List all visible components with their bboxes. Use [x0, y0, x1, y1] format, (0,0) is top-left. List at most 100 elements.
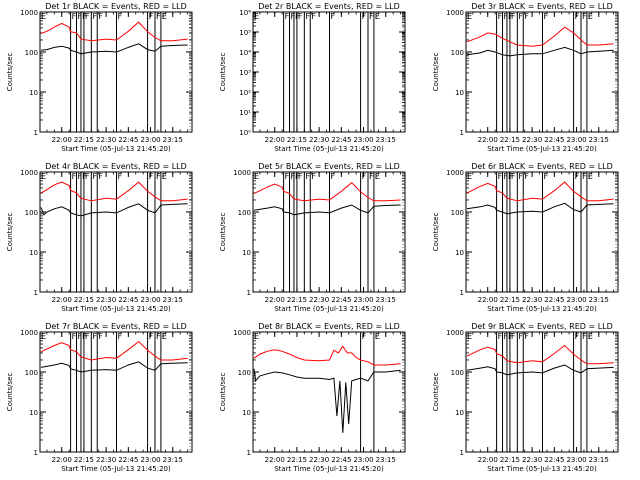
flag-marker: F [85, 12, 90, 21]
panel-title: Det 6r BLACK = Events, RED = LLD [471, 162, 613, 171]
x-tick-label: 23:15 [376, 456, 396, 464]
y-tick-label: 10⁴ [239, 49, 251, 57]
flag-marker: F [72, 172, 77, 181]
series-lld [40, 21, 188, 42]
series-events [40, 361, 188, 373]
start-marker: E [254, 332, 259, 341]
flag-marker: F [518, 12, 523, 21]
series-lld [466, 344, 614, 365]
x-tick-label: 22:30 [309, 456, 329, 464]
flag-marker: F [375, 332, 380, 341]
y-tick-label: 100 [238, 209, 251, 217]
x-tick-label: 22:30 [522, 296, 542, 304]
flag-marker: F [156, 12, 161, 21]
flag-marker: F [375, 12, 380, 21]
flag-marker: F [156, 172, 161, 181]
x-tick-label: 23:00 [566, 456, 586, 464]
x-tick-label: 22:00 [52, 456, 72, 464]
panel-det-6r: Det 6r BLACK = Events, RED = LLD 1 10 100 10… [432, 162, 619, 313]
x-axis-label: Start Time (05-Jul-13 21:45:20) [274, 145, 384, 153]
y-tick-label: 100 [451, 369, 464, 377]
x-axis-label: Start Time (05-Jul-13 21:45:20) [61, 305, 171, 313]
x-tick-label: 23:15 [589, 136, 609, 144]
flag-marker: F [330, 172, 335, 181]
flag-marker: F [498, 12, 503, 21]
flag-marker: F [98, 172, 103, 181]
y-tick-label: 1000 [233, 169, 251, 177]
y-tick-label: 10⁶ [239, 9, 251, 17]
x-tick-label: 22:15 [500, 136, 520, 144]
panel-det-9r: Det 9r BLACK = Events, RED = LLD 1 10 100 10… [432, 322, 619, 473]
x-tick-label: 23:00 [140, 136, 160, 144]
x-tick-label: 22:30 [309, 136, 329, 144]
flag-marker: F [305, 172, 310, 181]
start-marker: E [41, 332, 46, 341]
flag-marker: F [305, 12, 310, 21]
x-tick-label: 23:15 [589, 456, 609, 464]
flag-marker: F [524, 12, 529, 21]
y-axis-label: Counts/sec [432, 213, 440, 252]
y-tick-label: 1000 [446, 329, 464, 337]
panel-det-3r: Det 3r BLACK = Events, RED = LLD 1 10 100 10… [432, 2, 619, 153]
start-marker: E [41, 12, 46, 21]
series-events [253, 204, 401, 216]
flag-marker: F [82, 12, 87, 21]
panel-det-4r: Det 4r BLACK = Events, RED = LLD 1 10 100 10… [6, 162, 193, 313]
y-axis-label: Counts/sec [6, 373, 14, 412]
y-tick-label: 10⁵ [239, 29, 251, 37]
x-tick-label: 22:45 [331, 296, 351, 304]
flag-marker: F [285, 12, 290, 21]
flag-marker: F [518, 172, 523, 181]
y-tick-label: 10 [455, 409, 464, 417]
flag-marker: F [92, 172, 97, 181]
x-tick-label: 22:45 [118, 296, 138, 304]
y-tick-label: 10 [29, 89, 38, 97]
flag-marker: F [369, 12, 374, 21]
flag-marker: F [362, 172, 367, 181]
flag-marker: F [291, 172, 296, 181]
x-tick-label: 22:00 [52, 136, 72, 144]
y-tick-label: 10³ [239, 69, 251, 77]
series-lld [466, 181, 614, 202]
x-axis-label: Start Time (05-Jul-13 21:45:20) [274, 465, 384, 473]
flag-marker: F [582, 12, 587, 21]
y-tick-label: 100 [451, 209, 464, 217]
flag-marker: F [92, 332, 97, 341]
flag-marker: F [298, 12, 303, 21]
x-tick-label: 22:45 [331, 456, 351, 464]
y-axis-label: Counts/sec [6, 53, 14, 92]
start-marker: E [254, 12, 259, 21]
flag-marker: F [162, 12, 167, 21]
flag-marker: F [78, 332, 83, 341]
y-tick-label: 1 [460, 449, 464, 457]
y-tick-label: 1 [460, 289, 464, 297]
x-axis-label: Start Time (05-Jul-13 21:45:20) [61, 465, 171, 473]
flag-marker: F [330, 12, 335, 21]
flag-marker: F [162, 332, 167, 341]
y-tick-label: 10 [242, 249, 251, 257]
y-tick-label: 1000 [233, 329, 251, 337]
flag-marker: F [311, 12, 316, 21]
x-tick-label: 22:15 [287, 296, 307, 304]
flag-marker: F [78, 172, 83, 181]
end-marker: E [375, 332, 380, 341]
x-tick-label: 22:30 [522, 456, 542, 464]
x-tick-label: 22:15 [287, 456, 307, 464]
x-tick-label: 22:45 [118, 456, 138, 464]
flag-marker: F [504, 172, 509, 181]
y-axis-label: Counts/sec [432, 53, 440, 92]
x-tick-label: 22:00 [478, 456, 498, 464]
series-events [40, 43, 188, 55]
y-tick-label: 1000 [446, 169, 464, 177]
y-tick-label: 10 [455, 249, 464, 257]
y-axis-label: Counts/sec [432, 373, 440, 412]
y-tick-label: 10 [29, 249, 38, 257]
flag-marker: F [543, 12, 548, 21]
x-tick-label: 23:15 [163, 296, 183, 304]
flag-marker: F [117, 12, 122, 21]
flag-marker: F [85, 172, 90, 181]
y-tick-label: 100 [238, 369, 251, 377]
x-tick-label: 22:15 [74, 456, 94, 464]
flag-marker: F [295, 172, 300, 181]
